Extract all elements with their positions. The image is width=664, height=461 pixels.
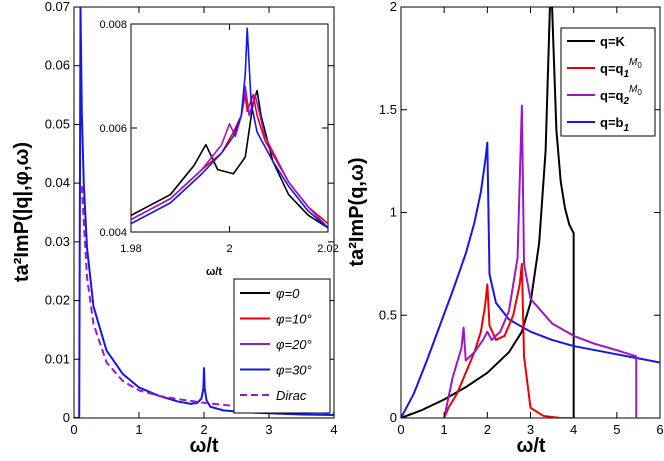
- legend-label: q=K: [600, 34, 626, 49]
- right-ticks: 0 1 2 3 4 5 6 0 0.5 1 1.5 2: [379, 0, 664, 437]
- y-tick-label: 0.006: [99, 123, 127, 135]
- legend-label: q=b1: [600, 115, 629, 134]
- right-ylabel: ta²ImP(q,ω): [346, 157, 368, 266]
- series-line-3: [443, 104, 638, 418]
- x-tick-label: 2.02: [317, 243, 338, 255]
- x-tick-label: 1: [441, 422, 448, 437]
- legend-label: Dirac: [276, 388, 307, 403]
- y-tick-label: 1.5: [379, 102, 397, 117]
- left-ylabel: ta²ImP(|q|,φ,ω): [11, 142, 33, 282]
- left-legend-items: φ=0 φ=10° φ=20° φ=30° Dirac: [240, 286, 312, 403]
- right-legend: q=K q=q1M0 q=q2M0 q=b1: [560, 27, 656, 137]
- y-tick-label: 0.5: [379, 307, 397, 322]
- legend-label: φ=30°: [276, 363, 312, 378]
- series-line-0: [131, 89, 328, 229]
- legend-label: φ=20°: [276, 337, 312, 352]
- right-xlabel: ω/t: [516, 435, 545, 457]
- right-legend-box: [560, 27, 656, 137]
- right-legend-items: q=K q=q1M0 q=q2M0 q=b1: [567, 34, 642, 134]
- legend-label: q=q2M0: [600, 84, 642, 107]
- x-tick-label: 0: [397, 422, 404, 437]
- inset-frame: [130, 23, 329, 233]
- series-line-1: [401, 141, 660, 418]
- right-chart: 0 1 2 3 4 5 6 0 0.5 1 1.5 2 ta²ImP(q,ω) ω/t q=K q=q1…: [346, 0, 664, 457]
- y-tick-label: 0.03: [45, 234, 70, 249]
- y-tick-label: 0: [63, 410, 70, 425]
- series-line-3: [131, 27, 328, 229]
- inset-xlabel: ω/t: [206, 266, 222, 278]
- x-tick-label: 4: [330, 422, 337, 437]
- y-tick-label: 1: [390, 205, 397, 220]
- x-tick-label: 2: [226, 243, 232, 255]
- inset-ticks: 1.98 2 2.02 0.004 0.006 0.008: [99, 19, 338, 255]
- x-tick-label: 1.98: [120, 243, 141, 255]
- y-tick-label: 0.02: [45, 293, 70, 308]
- x-tick-label: 5: [613, 422, 620, 437]
- y-tick-label: 0.07: [45, 0, 70, 14]
- x-tick-label: 0: [70, 422, 77, 437]
- y-tick-label: 0.004: [99, 227, 127, 239]
- x-tick-label: 3: [527, 422, 534, 437]
- legend-label: q=q1M0: [600, 57, 642, 80]
- y-tick-label: 0.05: [45, 116, 70, 131]
- left-legend: φ=0 φ=10° φ=20° φ=30° Dirac: [233, 278, 331, 414]
- x-tick-label: 2: [484, 422, 491, 437]
- inset-chart: 1.98 2 2.02 0.004 0.006 0.008 ω/t: [99, 19, 338, 278]
- x-tick-label: 1: [135, 422, 142, 437]
- legend-label: φ=0: [276, 286, 300, 301]
- y-tick-label: 0.008: [99, 19, 127, 31]
- left-legend-box: [233, 278, 331, 414]
- y-tick-label: 0.04: [45, 175, 70, 190]
- x-tick-label: 3: [265, 422, 272, 437]
- y-tick-label: 0: [390, 410, 397, 425]
- y-tick-label: 0.06: [45, 58, 70, 73]
- series-line-2: [443, 262, 574, 418]
- x-tick-label: 2: [200, 422, 207, 437]
- inset-series-layer: [131, 27, 328, 229]
- y-tick-label: 0.01: [45, 351, 70, 366]
- series-line-0: [74, 7, 334, 418]
- left-chart: 0 1 2 3 4 0 0.01 0.02 0.03 0.04 0.05 0.06 0.07 ta²Im…: [11, 0, 339, 457]
- x-tick-label: 6: [656, 422, 663, 437]
- left-xlabel: ω/t: [189, 435, 218, 457]
- y-tick-label: 2: [390, 0, 397, 14]
- right-series-layer: [401, 7, 660, 418]
- series-line-0: [401, 7, 575, 418]
- legend-label: φ=10°: [276, 312, 312, 327]
- x-tick-label: 4: [570, 422, 577, 437]
